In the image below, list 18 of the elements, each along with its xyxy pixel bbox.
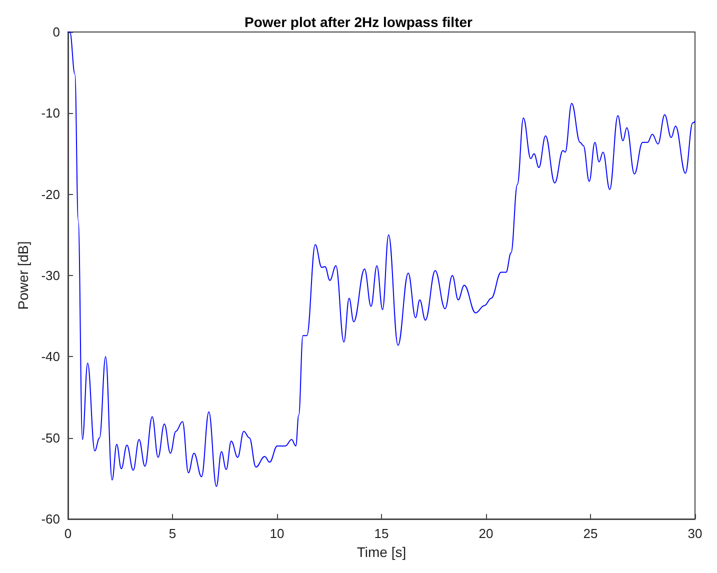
y-tick-label: -50 xyxy=(41,430,60,446)
x-axis-title: Time [s] xyxy=(356,544,406,560)
y-tick-label: -40 xyxy=(41,349,60,364)
y-axis-title: Power [dB] xyxy=(15,241,31,310)
chart-title: Power plot after 2Hz lowpass filter xyxy=(244,14,474,30)
x-tick-label: 30 xyxy=(688,526,702,541)
x-tick-label: 10 xyxy=(270,526,284,541)
y-tick-label: -60 xyxy=(41,512,60,526)
x-tick-label: 0 xyxy=(64,526,72,541)
y-tick-label: -20 xyxy=(41,186,60,202)
y-tick-label: -30 xyxy=(41,268,60,283)
line-series xyxy=(68,32,696,488)
y-tick-label: 0 xyxy=(52,24,60,40)
y-tick-label: -10 xyxy=(41,106,60,121)
x-tick-label: 25 xyxy=(583,526,598,541)
x-tick-label: 20 xyxy=(478,526,494,541)
x-tick-label: 5 xyxy=(168,526,176,541)
x-tick-label: 15 xyxy=(374,526,389,541)
